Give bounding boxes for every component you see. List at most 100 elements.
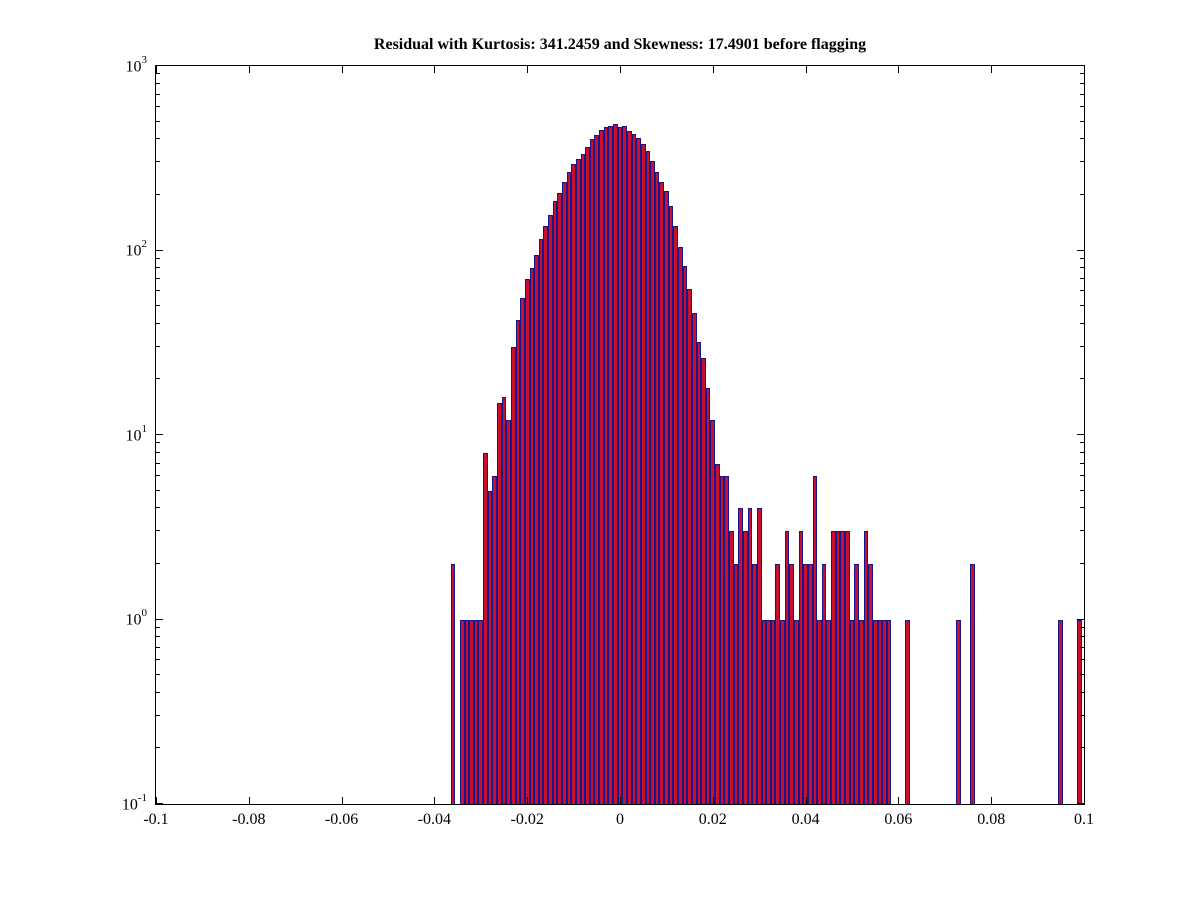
y-tick [156, 803, 163, 804]
y-minor-tick [1080, 647, 1084, 649]
y-minor-tick [156, 193, 160, 195]
y-minor-tick [1080, 530, 1084, 532]
y-minor-tick [1080, 82, 1084, 84]
x-tick-label: -0.02 [510, 811, 544, 828]
y-minor-tick [1080, 451, 1084, 453]
y-minor-tick [1080, 290, 1084, 292]
x-tick-label: 0.1 [1074, 811, 1094, 828]
histogram-bar [789, 563, 794, 804]
y-tick-exponent: 1 [141, 422, 148, 435]
x-tick [156, 66, 157, 73]
histogram-bar [645, 151, 651, 804]
histogram-bar [682, 266, 688, 804]
x-tick-label: 0.04 [791, 811, 820, 828]
y-minor-tick [156, 747, 160, 749]
y-minor-tick [156, 474, 160, 476]
x-tick [991, 797, 993, 804]
x-tick-label: 0 [616, 811, 624, 828]
y-minor-tick [1080, 161, 1084, 163]
x-tick [898, 66, 900, 73]
y-minor-tick [1080, 257, 1084, 259]
histogram-bar [691, 312, 697, 804]
y-minor-tick [1080, 674, 1084, 676]
y-minor-tick [156, 82, 160, 84]
y-minor-tick [1080, 636, 1084, 638]
histogram-bar [817, 619, 822, 804]
x-tick [527, 66, 529, 73]
y-minor-tick [156, 278, 160, 280]
y-minor-tick [156, 305, 160, 307]
histogram-bar [715, 463, 720, 804]
y-tick [156, 65, 163, 66]
histogram-bar [529, 268, 535, 804]
histogram-bar [905, 619, 910, 804]
histogram-bar [497, 402, 502, 804]
y-minor-tick [1080, 378, 1084, 380]
histogram-bar [622, 125, 627, 804]
histogram-bar [770, 619, 776, 804]
histogram-bar [562, 182, 567, 804]
x-tick [620, 66, 621, 73]
y-minor-tick [156, 562, 160, 564]
x-tick [434, 66, 436, 73]
histogram-bar [654, 172, 660, 804]
histogram-bar [585, 146, 590, 804]
histogram-bar [603, 127, 609, 804]
histogram-bar [696, 341, 702, 804]
y-tick-label: 102 [126, 239, 148, 259]
x-tick [248, 797, 250, 804]
y-minor-tick [156, 378, 160, 380]
x-tick [341, 797, 343, 804]
y-minor-tick [1080, 562, 1084, 564]
y-minor-tick [156, 489, 160, 491]
x-tick [805, 66, 807, 73]
histogram-bar [826, 619, 832, 804]
histogram-bar [798, 531, 804, 804]
histogram-bar [473, 619, 479, 804]
histogram-bar [835, 531, 841, 804]
histogram-bar [594, 134, 600, 804]
histogram-bar [794, 619, 799, 804]
histogram-bar [668, 205, 674, 804]
y-minor-tick [156, 674, 160, 676]
y-minor-tick [1080, 626, 1084, 628]
histogram-bar [613, 123, 618, 804]
y-minor-tick [1080, 138, 1084, 140]
histogram-bar [464, 619, 470, 804]
y-minor-tick [156, 267, 160, 269]
x-tick [527, 797, 529, 804]
histogram-bar [548, 215, 553, 804]
histogram-bar [524, 279, 530, 804]
x-tick [991, 66, 993, 73]
histogram-bar [719, 475, 725, 804]
y-minor-tick [1080, 462, 1084, 464]
y-tick [1077, 65, 1084, 66]
y-minor-tick [1080, 345, 1084, 347]
y-minor-tick [1080, 507, 1084, 509]
y-tick-base: 10 [125, 611, 142, 629]
histogram-bar [650, 161, 655, 804]
histogram-bar [450, 563, 456, 804]
histogram-bar [636, 138, 641, 804]
x-tick [898, 797, 900, 804]
histogram-bar [617, 127, 623, 804]
histogram-bar [729, 531, 734, 804]
x-tick [620, 797, 621, 804]
y-minor-tick [1080, 193, 1084, 195]
y-minor-tick [156, 161, 160, 163]
histogram-bar [506, 420, 511, 804]
histogram-bar [863, 531, 869, 804]
y-minor-tick [1080, 691, 1084, 693]
histogram-bar [538, 239, 544, 804]
histogram-bar [738, 508, 743, 804]
y-minor-tick [1080, 105, 1084, 107]
x-tick-label: -0.08 [232, 811, 266, 828]
y-minor-tick [1080, 474, 1084, 476]
histogram-bar [742, 531, 748, 804]
histogram-bar [886, 619, 892, 804]
histogram-bar [640, 143, 646, 804]
x-tick [341, 66, 343, 73]
histogram-bar [761, 619, 767, 804]
histogram-bar [956, 619, 962, 804]
